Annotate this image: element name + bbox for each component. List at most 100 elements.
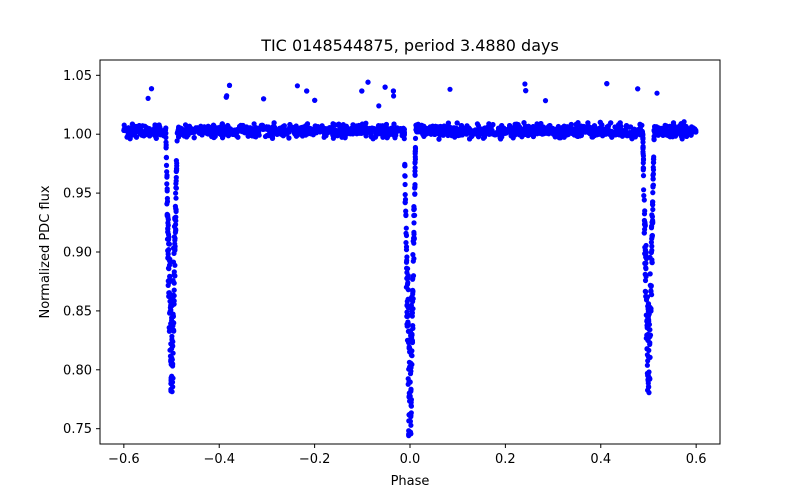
data-point bbox=[542, 98, 549, 104]
data-point bbox=[409, 308, 415, 314]
data-point bbox=[648, 249, 655, 256]
data-point bbox=[214, 126, 220, 132]
data-point bbox=[341, 123, 347, 129]
data-point bbox=[260, 126, 266, 132]
data-point bbox=[447, 86, 453, 92]
data-point bbox=[184, 134, 190, 140]
data-point bbox=[390, 88, 396, 94]
data-point bbox=[469, 133, 475, 139]
data-point bbox=[687, 127, 693, 133]
data-points bbox=[121, 79, 699, 439]
data-point bbox=[148, 86, 155, 92]
data-point bbox=[649, 243, 655, 249]
data-point bbox=[530, 129, 536, 135]
data-point bbox=[393, 130, 399, 136]
data-point bbox=[656, 125, 662, 131]
data-point bbox=[645, 320, 651, 326]
data-point bbox=[611, 129, 618, 135]
data-point bbox=[174, 167, 180, 173]
data-point bbox=[380, 129, 386, 135]
data-point bbox=[406, 418, 412, 424]
x-tick-label: 0.4 bbox=[590, 452, 611, 467]
data-point bbox=[445, 120, 451, 126]
data-point bbox=[516, 124, 522, 130]
data-point bbox=[643, 260, 649, 266]
data-point bbox=[129, 131, 135, 138]
data-point bbox=[454, 120, 460, 126]
data-point bbox=[406, 433, 412, 439]
data-point bbox=[641, 187, 647, 193]
data-point bbox=[621, 128, 627, 134]
data-point bbox=[270, 129, 276, 135]
data-point bbox=[647, 282, 653, 288]
data-point bbox=[591, 123, 598, 129]
data-point bbox=[423, 126, 430, 132]
data-point bbox=[167, 274, 173, 280]
data-point bbox=[407, 345, 413, 351]
data-point bbox=[286, 135, 292, 141]
data-point bbox=[315, 127, 322, 133]
data-point bbox=[404, 269, 410, 276]
data-point bbox=[163, 130, 169, 136]
y-tick-label: 1.00 bbox=[63, 128, 92, 143]
data-point bbox=[536, 128, 542, 134]
data-point bbox=[680, 128, 686, 134]
data-point bbox=[641, 197, 647, 203]
data-point bbox=[412, 156, 418, 162]
data-point bbox=[359, 88, 365, 94]
data-point bbox=[402, 199, 408, 205]
data-point bbox=[408, 352, 414, 358]
data-point bbox=[516, 131, 522, 137]
data-point bbox=[645, 354, 652, 360]
data-point bbox=[428, 131, 434, 137]
data-point bbox=[281, 124, 287, 130]
data-point bbox=[645, 308, 652, 314]
data-point bbox=[270, 123, 276, 130]
x-axis: −0.6 −0.4 −0.2 0.0 0.2 0.4 0.6 bbox=[108, 444, 706, 467]
data-point bbox=[559, 127, 565, 133]
data-point bbox=[479, 131, 485, 137]
data-point bbox=[163, 125, 169, 131]
y-axis-label: Normalized PDC flux bbox=[38, 185, 53, 318]
data-point bbox=[651, 128, 657, 134]
data-point bbox=[369, 128, 375, 134]
data-point bbox=[657, 131, 663, 137]
data-point bbox=[133, 134, 140, 140]
data-point bbox=[410, 252, 416, 258]
data-point bbox=[615, 125, 621, 132]
data-point bbox=[410, 275, 416, 281]
data-point bbox=[178, 125, 184, 131]
data-point bbox=[573, 121, 579, 127]
chart-title: TIC 0148544875, period 3.4880 days bbox=[260, 36, 559, 55]
data-point bbox=[164, 181, 170, 187]
data-point bbox=[166, 247, 172, 253]
data-point bbox=[163, 145, 169, 151]
data-point bbox=[495, 130, 502, 136]
data-point bbox=[510, 135, 516, 141]
x-tick-label: 0.0 bbox=[400, 452, 421, 467]
data-point bbox=[496, 125, 502, 131]
data-point bbox=[631, 126, 637, 132]
data-point bbox=[244, 124, 250, 130]
data-point bbox=[171, 293, 177, 299]
data-point bbox=[170, 259, 177, 265]
data-point bbox=[651, 137, 657, 143]
data-point bbox=[644, 335, 650, 341]
data-point bbox=[234, 127, 240, 133]
data-point bbox=[650, 172, 656, 178]
data-point bbox=[174, 160, 180, 166]
data-point bbox=[223, 94, 229, 100]
data-point bbox=[414, 129, 420, 135]
data-point bbox=[522, 81, 528, 87]
data-point bbox=[398, 126, 404, 132]
data-point bbox=[384, 126, 390, 132]
data-point bbox=[409, 339, 416, 346]
data-point bbox=[408, 360, 414, 366]
data-point bbox=[558, 135, 564, 141]
data-point bbox=[642, 247, 649, 253]
data-point bbox=[629, 136, 635, 142]
data-point bbox=[531, 124, 537, 131]
data-point bbox=[643, 266, 649, 272]
data-point bbox=[163, 154, 169, 160]
